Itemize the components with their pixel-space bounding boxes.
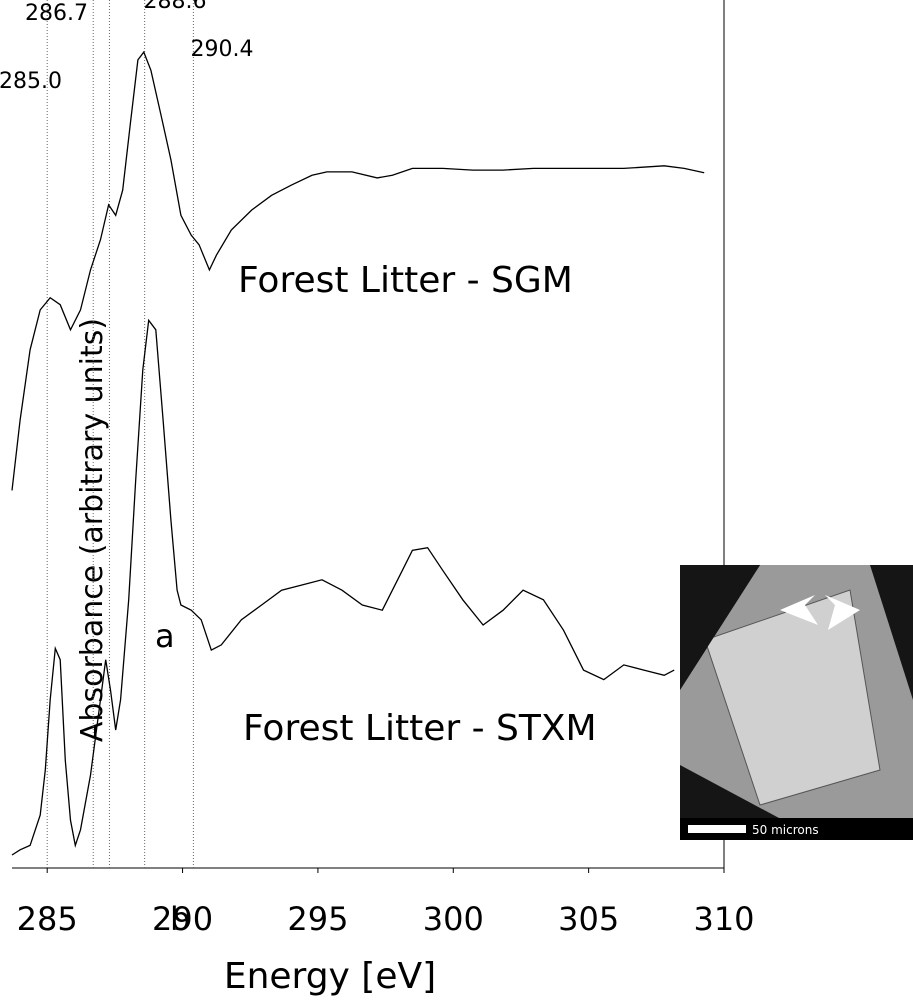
x-tick-label: 310 [693,900,754,938]
x-tick-label: 285 [17,900,78,938]
reference-label: 286.7 [25,1,88,26]
inset-image: 50 microns [680,565,913,840]
reference-label: 288.6 [144,0,207,14]
x-axis-label: Energy [eV] [224,956,436,997]
x-tick-label: 300 [423,900,484,938]
y-axis-label: Absorbance (arbitrary units) [75,318,110,742]
x-tick-label: 305 [558,900,619,938]
series-label: Forest Litter - SGM [238,260,573,301]
annotation: a [155,617,175,655]
reference-label: 285.0 [0,69,62,94]
x-tick-label: 295 [287,900,348,938]
reference-label: 290.4 [191,37,254,62]
series-line [12,320,674,855]
series-label: Forest Litter - STXM [243,708,597,749]
chart: Energy [eV] Absorbance (arbitrary units)… [0,0,913,1003]
scale-bar [688,825,746,833]
x-tick-label: 290 [152,900,213,938]
scale-label: 50 microns [752,823,819,837]
